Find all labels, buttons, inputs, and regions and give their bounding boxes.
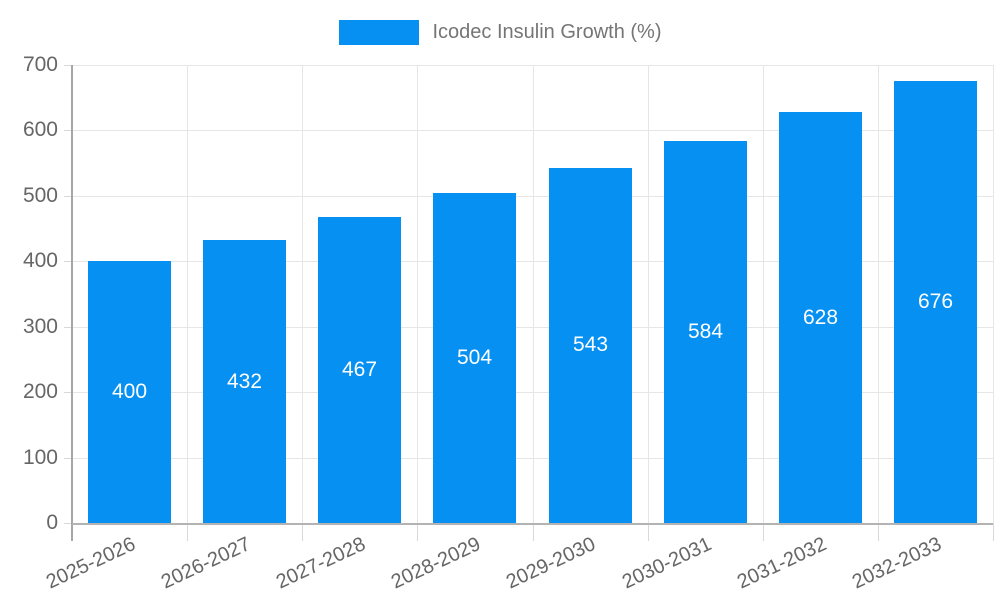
bar-value-label: 400	[111, 380, 148, 403]
y-tick-label: 500	[22, 183, 58, 207]
legend-swatch	[338, 19, 419, 45]
y-tick-label: 100	[22, 445, 58, 469]
y-tick-label: 400	[22, 249, 58, 273]
h-gridline	[72, 195, 993, 197]
bar	[664, 140, 747, 523]
bar	[433, 193, 516, 523]
plot-area: 400 432 467 504 543 584 628 676	[64, 65, 994, 541]
y-tick-mark	[64, 261, 72, 263]
v-gridline	[648, 65, 649, 523]
bar	[203, 240, 286, 523]
bar-value-label: 432	[226, 370, 263, 393]
x-tick-mark	[648, 523, 649, 541]
y-tick-mark	[64, 392, 72, 394]
h-gridline	[72, 65, 993, 66]
bar	[779, 112, 862, 523]
y-tick-mark	[64, 326, 72, 328]
x-tick-mark	[417, 523, 418, 541]
v-gridline	[533, 65, 534, 523]
h-gridline	[72, 392, 993, 394]
h-gridline	[72, 130, 993, 132]
x-tick-mark	[302, 523, 303, 541]
chart-legend: Icodec Insulin Growth (%)	[0, 16, 1000, 48]
x-tick-label: 2025-2026	[42, 533, 139, 594]
x-tick-mark	[878, 523, 879, 541]
y-tick-mark	[64, 65, 72, 66]
y-axis-line	[71, 65, 73, 541]
x-tick-label: 2026-2027	[157, 533, 254, 594]
y-tick-mark	[64, 130, 72, 132]
x-tick-mark	[993, 523, 994, 541]
bar-value-label: 628	[802, 306, 839, 329]
x-tick-label: 2028-2029	[388, 533, 485, 594]
x-tick-mark	[187, 523, 188, 541]
v-gridline	[878, 65, 879, 523]
v-gridline	[187, 65, 188, 523]
v-gridline	[302, 65, 303, 523]
x-tick-label: 2030-2031	[618, 533, 715, 594]
v-gridline	[993, 65, 994, 523]
y-tick-label: 600	[22, 118, 58, 142]
v-gridline	[763, 65, 764, 523]
bar-value-label: 676	[917, 290, 954, 313]
x-tick-mark	[533, 523, 534, 541]
bar	[88, 261, 171, 523]
y-tick-label: 200	[22, 380, 58, 404]
bar-value-label: 467	[341, 358, 378, 381]
y-tick-mark	[64, 457, 72, 459]
legend-label: Icodec Insulin Growth (%)	[432, 20, 662, 43]
h-gridline	[72, 326, 993, 328]
y-tick-label: 300	[22, 314, 58, 338]
bar	[318, 217, 401, 523]
h-gridline	[72, 261, 993, 263]
x-axis-line	[72, 523, 993, 525]
bar-value-label: 504	[456, 346, 493, 369]
x-tick-label: 2031-2032	[733, 533, 830, 594]
v-gridline	[417, 65, 418, 523]
x-tick-label: 2029-2030	[503, 533, 600, 594]
y-tick-mark	[64, 523, 72, 524]
bar-value-label: 584	[687, 320, 724, 343]
y-tick-mark	[64, 195, 72, 197]
x-tick-mark	[763, 523, 764, 541]
y-tick-label: 700	[22, 53, 58, 76]
bar	[894, 80, 977, 523]
bar	[549, 167, 632, 523]
y-tick-label: 0	[46, 511, 58, 534]
bar-value-label: 543	[572, 333, 609, 356]
h-gridline	[72, 457, 993, 459]
x-tick-label: 2027-2028	[273, 533, 370, 594]
x-tick-label: 2032-2033	[848, 533, 945, 594]
